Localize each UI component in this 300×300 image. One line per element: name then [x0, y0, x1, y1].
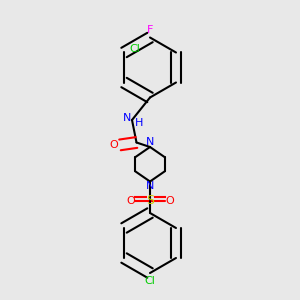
- Text: N: N: [146, 137, 154, 147]
- Text: Cl: Cl: [145, 276, 155, 286]
- Text: N: N: [146, 181, 154, 191]
- Text: O: O: [165, 196, 174, 206]
- Text: F: F: [147, 25, 153, 35]
- Text: O: O: [109, 140, 118, 150]
- Text: H: H: [134, 118, 143, 128]
- Text: S: S: [146, 194, 154, 208]
- Text: O: O: [126, 196, 135, 206]
- Text: Cl: Cl: [129, 44, 140, 54]
- Text: N: N: [122, 113, 131, 124]
